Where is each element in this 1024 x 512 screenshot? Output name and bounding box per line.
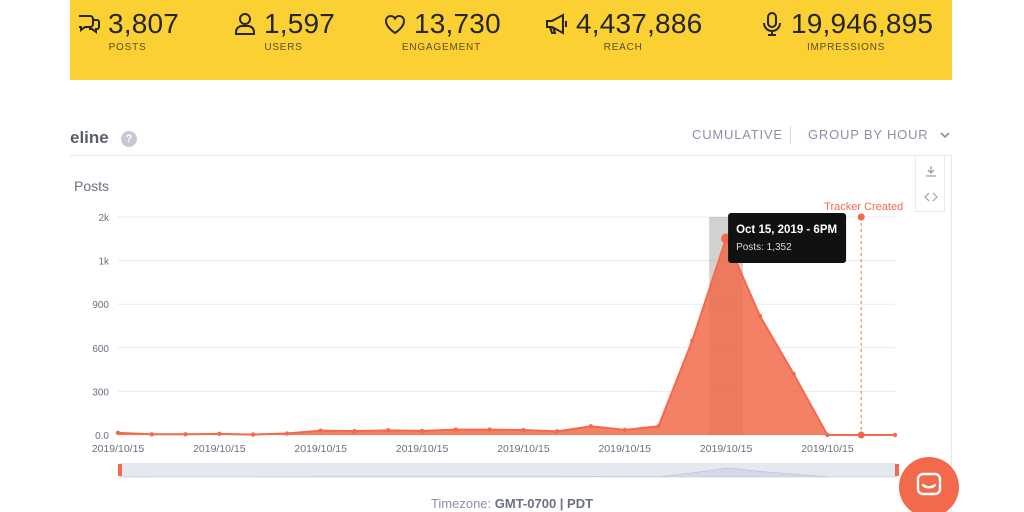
stat-value: 4,437,886 bbox=[576, 8, 703, 39]
tracker-created-base-marker bbox=[857, 431, 865, 439]
chevron-down-icon[interactable] bbox=[938, 128, 952, 142]
chart-frame bbox=[70, 155, 952, 512]
stat-value: 3,807 bbox=[108, 8, 180, 39]
data-point bbox=[825, 432, 830, 438]
chart-tooltip bbox=[728, 213, 847, 263]
y-tick-label: 2k bbox=[98, 213, 110, 224]
help-icon[interactable]: ? bbox=[121, 131, 137, 147]
x-tick-label: 2019/10/15 bbox=[294, 443, 347, 455]
control-divider bbox=[790, 126, 791, 144]
data-point bbox=[318, 428, 323, 433]
x-tick-label: 2019/10/15 bbox=[193, 443, 246, 455]
timezone-prefix: Timezone: bbox=[430, 496, 495, 511]
y-axis-title: Posts bbox=[74, 178, 110, 194]
x-tick-label: 2019/10/15 bbox=[801, 443, 854, 455]
group-by-dropdown[interactable]: GROUP BY HOUR bbox=[808, 127, 929, 142]
data-point bbox=[352, 428, 357, 434]
x-tick-label: 2019/10/15 bbox=[396, 443, 449, 455]
data-point bbox=[892, 432, 898, 438]
stat-users: 1,597 USERS bbox=[232, 8, 335, 53]
data-point bbox=[791, 371, 796, 377]
tooltip-body: Posts: 1,352 bbox=[736, 242, 792, 253]
megaphone-icon bbox=[546, 13, 567, 35]
stat-label: USERS bbox=[264, 42, 303, 53]
data-point bbox=[250, 432, 256, 437]
data-point bbox=[521, 427, 526, 433]
chart-tools bbox=[915, 156, 945, 212]
data-point bbox=[622, 427, 627, 433]
navigator-handle-left bbox=[118, 464, 122, 476]
x-tick-label: 2019/10/15 bbox=[92, 443, 145, 455]
stat-impressions: 19,946,895 IMPRESSIONS bbox=[759, 8, 933, 53]
data-point bbox=[588, 424, 594, 429]
x-tick-label: 2019/10/15 bbox=[598, 443, 651, 455]
comments-icon bbox=[79, 15, 100, 34]
data-point bbox=[217, 431, 222, 437]
cumulative-toggle[interactable]: CUMULATIVE bbox=[692, 127, 783, 142]
stat-label: ENGAGEMENT bbox=[401, 42, 481, 53]
stat-label: POSTS bbox=[108, 42, 147, 53]
tracker-created-label: Tracker Created bbox=[824, 201, 903, 213]
chat-launcher-button[interactable] bbox=[899, 457, 959, 512]
stats-bar: 3,807 POSTS 1,597 USERS 13,730 ENGAGEMEN… bbox=[70, 0, 952, 80]
navigator-preview bbox=[119, 467, 897, 478]
data-point bbox=[183, 432, 188, 437]
x-tick-label: 2019/10/15 bbox=[700, 443, 753, 455]
tracker-created-marker bbox=[857, 213, 865, 221]
data-point bbox=[453, 427, 459, 432]
chat-icon bbox=[916, 472, 942, 496]
stat-label: REACH bbox=[603, 42, 643, 53]
y-tick-label: 900 bbox=[92, 300, 109, 311]
data-point bbox=[419, 428, 425, 434]
data-point bbox=[554, 429, 560, 434]
embed-code-icon[interactable] bbox=[924, 190, 938, 204]
stat-value: 19,946,895 bbox=[791, 8, 934, 39]
data-point bbox=[656, 424, 661, 429]
data-point bbox=[149, 432, 154, 437]
timezone-label: Timezone: GMT-0700 | PDT bbox=[0, 496, 1024, 511]
data-point bbox=[487, 427, 492, 432]
stat-engagement: 13,730 ENGAGEMENT bbox=[382, 8, 501, 53]
tooltip-title: Oct 15, 2019 - 6PM bbox=[736, 224, 837, 236]
y-tick-label: 300 bbox=[92, 387, 109, 398]
navigator-handle-right bbox=[895, 464, 899, 476]
user-icon bbox=[235, 13, 255, 35]
timezone-value: GMT-0700 | PDT bbox=[494, 496, 594, 511]
y-tick-label: 0.0 bbox=[95, 431, 109, 442]
download-icon[interactable] bbox=[924, 164, 938, 178]
posts-line bbox=[117, 235, 895, 436]
stat-reach: 4,437,886 REACH bbox=[544, 8, 702, 53]
data-point bbox=[284, 431, 290, 436]
stat-value: 1,597 bbox=[264, 8, 336, 39]
data-point bbox=[757, 313, 763, 319]
section-title: eline bbox=[70, 128, 109, 147]
heart-icon bbox=[385, 15, 405, 35]
y-tick-label: 600 bbox=[92, 344, 109, 355]
posts-area bbox=[118, 238, 895, 435]
data-point bbox=[386, 428, 391, 433]
x-tick-label: 2019/10/15 bbox=[497, 443, 550, 455]
stat-value: 13,730 bbox=[414, 8, 501, 39]
y-tick-label: 1k bbox=[98, 257, 110, 268]
microphone-icon bbox=[763, 12, 781, 36]
stat-posts: 3,807 POSTS bbox=[76, 8, 179, 53]
data-point bbox=[690, 338, 695, 343]
data-point bbox=[115, 430, 121, 436]
stat-label: IMPRESSIONS bbox=[806, 42, 886, 53]
